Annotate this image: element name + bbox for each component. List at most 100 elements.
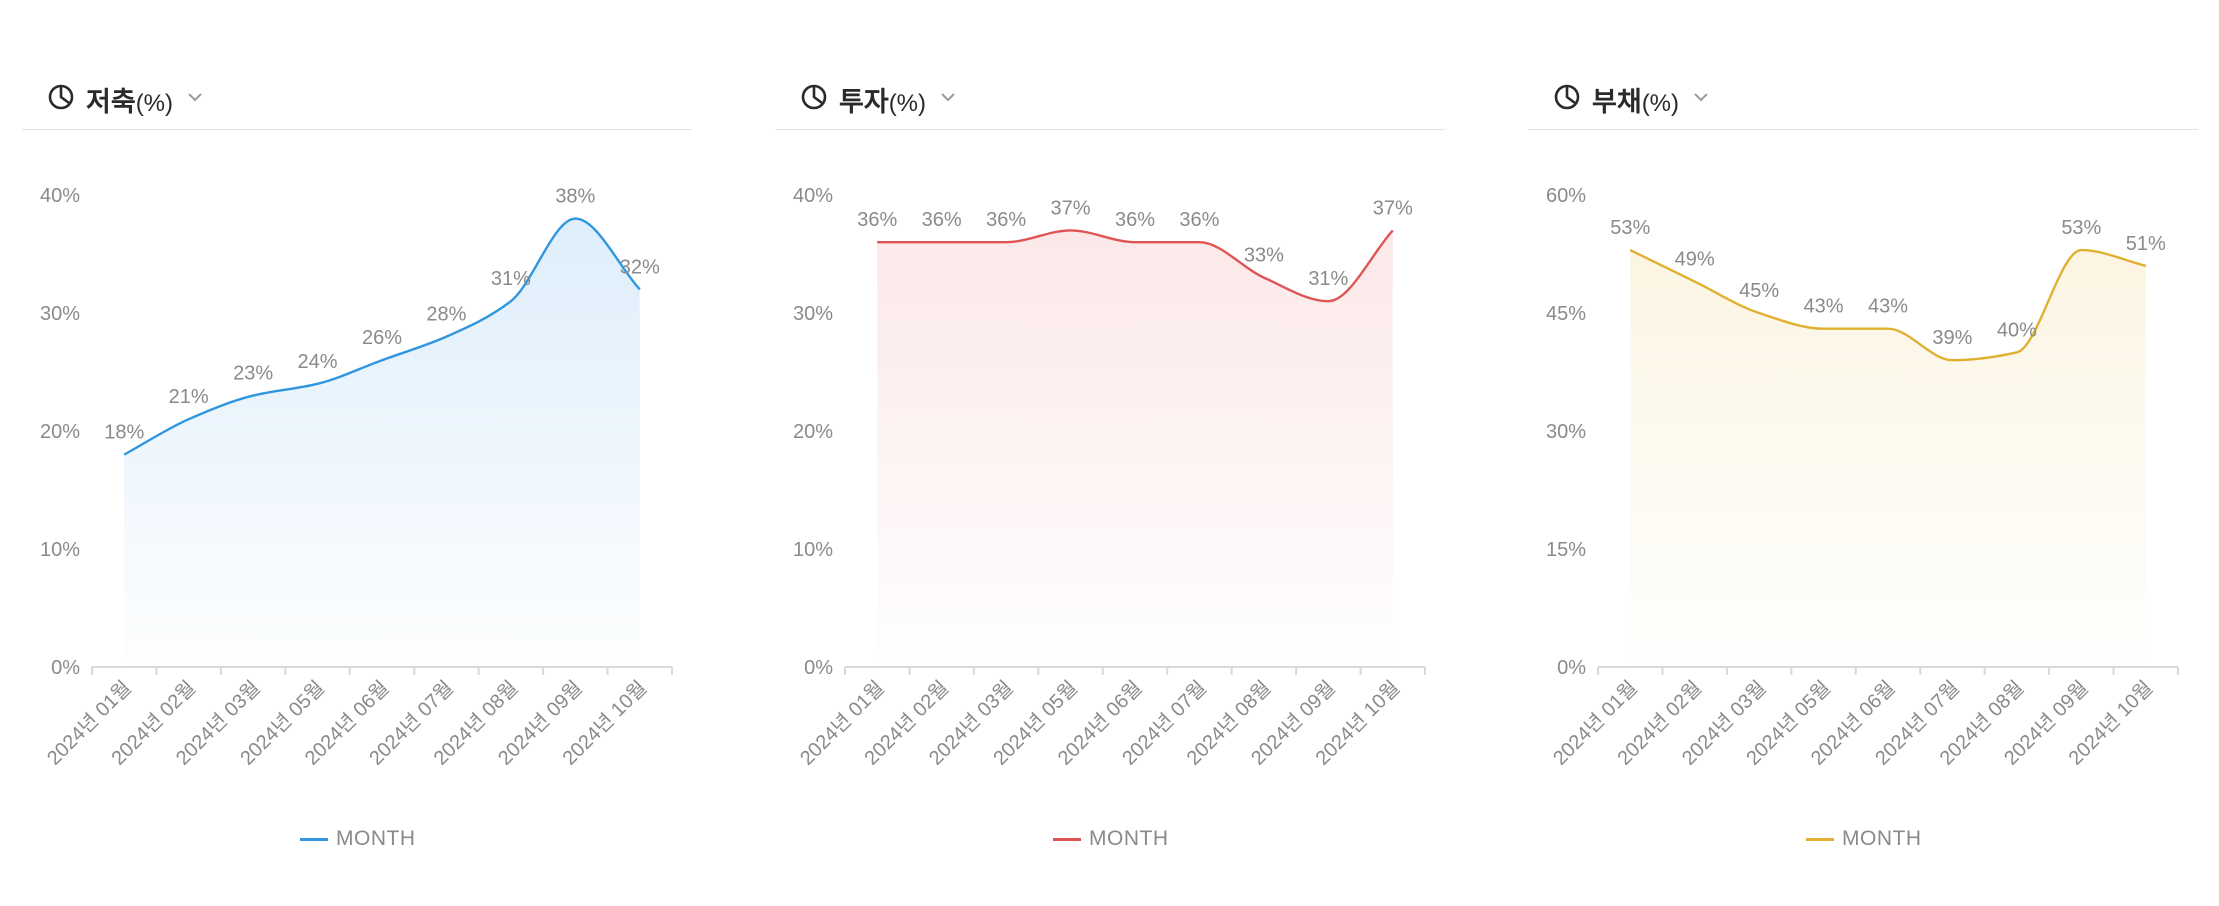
- y-tick-label: 0%: [1557, 657, 1586, 679]
- data-point[interactable]: [637, 286, 643, 292]
- y-tick-label: 10%: [793, 539, 833, 561]
- data-label: 40%: [1997, 319, 2037, 341]
- debt-area-chart: 0% 15% 30% 45% 60% 53% 49% 45% 43% 43% 39% 40% 53% 51…: [1546, 185, 2179, 770]
- chart-title: 부채(%): [1592, 80, 1679, 119]
- data-point[interactable]: [1821, 326, 1827, 332]
- series-area: [877, 230, 1393, 667]
- y-tick-label: 45%: [1546, 303, 1586, 325]
- investment-area-chart: 0% 10% 20% 30% 40% 36% 36% 36% 37% 36% 36% 33% 31% 37…: [793, 185, 1426, 770]
- data-point[interactable]: [315, 381, 321, 387]
- chart-header: 저축(%): [22, 66, 692, 130]
- data-point[interactable]: [1325, 298, 1331, 304]
- data-point[interactable]: [379, 357, 385, 363]
- debt-chart-panel: 부채(%) 0% 15% 30% 45% 60% 53% 49% 45% 43% 43% 39% 40…: [1528, 0, 2198, 906]
- data-point[interactable]: [1068, 227, 1074, 233]
- data-label: 31%: [1308, 268, 1348, 290]
- data-label: 28%: [426, 304, 466, 326]
- data-point[interactable]: [186, 416, 192, 422]
- data-point[interactable]: [2078, 247, 2084, 253]
- data-label: 36%: [986, 209, 1026, 231]
- y-tick-label: 30%: [1546, 421, 1586, 443]
- data-label: 36%: [857, 209, 897, 231]
- y-tick-label: 0%: [804, 657, 833, 679]
- pie-chart-icon: [48, 84, 74, 110]
- chart-legend[interactable]: MONTH: [300, 826, 416, 852]
- y-tick-label: 20%: [40, 421, 80, 443]
- data-point[interactable]: [1756, 310, 1762, 316]
- y-tick-label: 10%: [40, 539, 80, 561]
- data-point[interactable]: [1692, 279, 1698, 285]
- chart-header: 투자(%): [775, 66, 1445, 130]
- y-tick-label: 40%: [793, 185, 833, 207]
- chart-legend[interactable]: MONTH: [1053, 826, 1169, 852]
- chart-title-text: 부채: [1592, 87, 1642, 117]
- data-label: 49%: [1675, 249, 1715, 271]
- data-point[interactable]: [1003, 239, 1009, 245]
- data-point[interactable]: [1132, 239, 1138, 245]
- data-label: 45%: [1739, 280, 1779, 302]
- data-point[interactable]: [250, 393, 256, 399]
- data-point[interactable]: [1390, 227, 1396, 233]
- data-point[interactable]: [1196, 239, 1202, 245]
- data-point[interactable]: [2014, 349, 2020, 355]
- data-label: 37%: [1373, 197, 1413, 219]
- series-line[interactable]: [877, 229, 1394, 303]
- data-label: 36%: [1115, 209, 1155, 231]
- legend-swatch: [1806, 837, 1834, 841]
- data-label: 38%: [555, 186, 595, 208]
- investment-chart-panel: 투자(%) 0% 10% 20% 30% 40% 36% 36% 36% 37% 36% 36% 33…: [775, 0, 1445, 906]
- y-tick-label: 30%: [40, 303, 80, 325]
- legend-label: MONTH: [1842, 827, 1922, 850]
- chart-title-unit: (%): [888, 90, 927, 117]
- data-label: 24%: [298, 351, 338, 373]
- data-point[interactable]: [572, 216, 578, 222]
- savings-area-chart: 0% 10% 20% 30% 40% 18% 21% 23% 24% 26% 28% 31% 38% 32…: [40, 185, 673, 770]
- y-tick-label: 40%: [40, 185, 80, 207]
- data-label: 51%: [2126, 233, 2166, 255]
- chart-title-text: 투자: [839, 87, 889, 117]
- chart-title-text: 저축: [86, 87, 136, 117]
- data-label: 36%: [922, 209, 962, 231]
- data-point[interactable]: [1949, 357, 1955, 363]
- data-label: 33%: [1244, 245, 1284, 267]
- series-area: [1630, 250, 2146, 668]
- chevron-down-icon[interactable]: [937, 86, 959, 108]
- chart-title: 투자(%): [839, 80, 926, 119]
- data-label: 36%: [1179, 209, 1219, 231]
- data-point[interactable]: [1261, 275, 1267, 281]
- series-line[interactable]: [123, 217, 641, 456]
- y-tick-label: 20%: [793, 421, 833, 443]
- data-label: 37%: [1051, 197, 1091, 219]
- data-point[interactable]: [2143, 263, 2149, 269]
- data-label: 31%: [491, 268, 531, 290]
- data-point[interactable]: [939, 239, 945, 245]
- data-label: 39%: [1932, 327, 1972, 349]
- legend-swatch: [1053, 837, 1081, 841]
- savings-chart-panel: 저축(%) 0% 10% 20% 30% 40% 18% 21% 23% 24% 26% 28% 31…: [22, 0, 692, 906]
- data-label: 18%: [104, 422, 144, 444]
- data-point[interactable]: [1627, 247, 1633, 253]
- y-tick-label: 15%: [1546, 539, 1586, 561]
- chevron-down-icon[interactable]: [184, 86, 206, 108]
- data-point[interactable]: [443, 334, 449, 340]
- chart-title: 저축(%): [86, 80, 173, 119]
- legend-label: MONTH: [1089, 827, 1169, 850]
- data-point[interactable]: [1885, 326, 1891, 332]
- data-point[interactable]: [121, 452, 127, 458]
- chevron-down-icon[interactable]: [1690, 86, 1712, 108]
- chart-title-unit: (%): [1641, 90, 1680, 117]
- legend-label: MONTH: [336, 827, 416, 850]
- data-point[interactable]: [874, 239, 880, 245]
- chart-header: 부채(%): [1528, 66, 2198, 130]
- y-tick-label: 60%: [1546, 185, 1586, 207]
- y-tick-label: 0%: [51, 657, 80, 679]
- data-label: 43%: [1804, 296, 1844, 318]
- pie-chart-icon: [801, 84, 827, 110]
- data-point[interactable]: [508, 298, 514, 304]
- chart-legend[interactable]: MONTH: [1806, 826, 1922, 852]
- y-tick-label: 30%: [793, 303, 833, 325]
- series-line[interactable]: [1629, 248, 2147, 362]
- legend-swatch: [300, 837, 328, 841]
- data-label: 53%: [1610, 217, 1650, 239]
- data-label: 21%: [169, 386, 209, 408]
